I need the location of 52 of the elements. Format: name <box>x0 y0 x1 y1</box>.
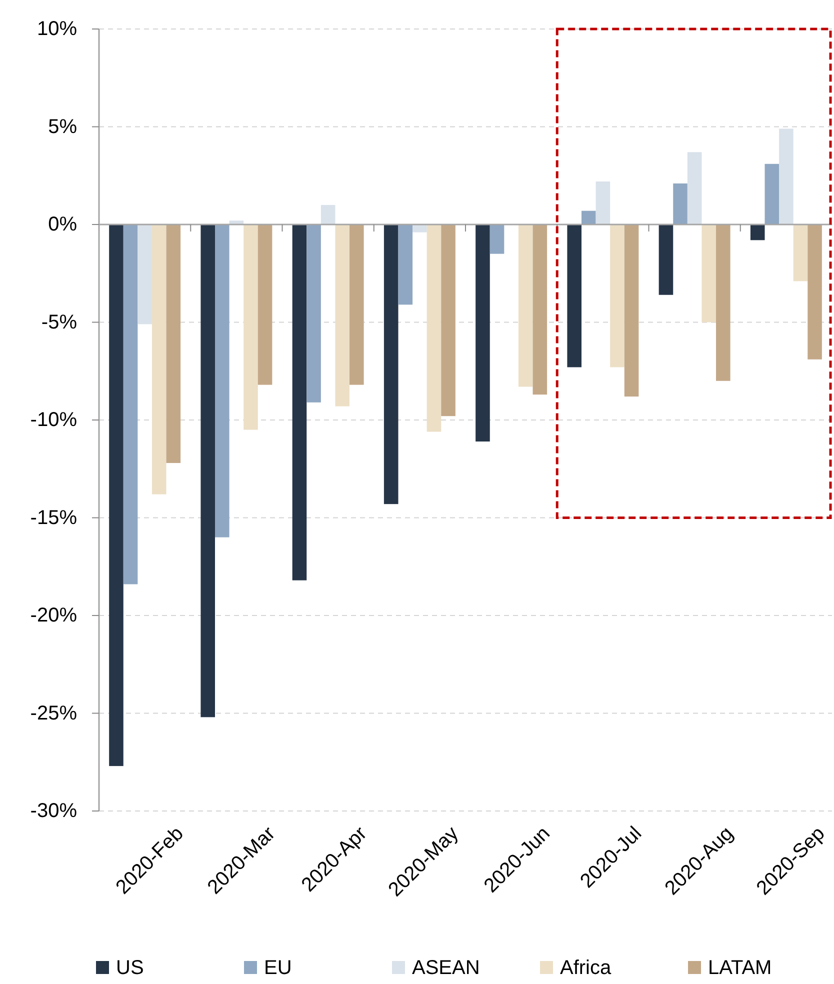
bar <box>398 224 413 305</box>
bar <box>687 152 702 224</box>
legend-label: US <box>116 957 144 979</box>
legend-label: EU <box>264 957 292 979</box>
bar <box>350 224 364 385</box>
bar <box>610 224 624 368</box>
bar <box>123 224 138 584</box>
bar <box>596 181 610 224</box>
legend-label: Africa <box>560 957 612 979</box>
y-tick-label: -15% <box>30 506 78 529</box>
bar <box>518 224 533 387</box>
bar <box>335 224 350 406</box>
bar <box>532 224 548 395</box>
y-tick-label: -10% <box>30 409 78 431</box>
bar <box>109 224 124 766</box>
bar <box>200 224 215 718</box>
bar <box>320 204 336 224</box>
bar <box>138 224 152 324</box>
bar <box>673 183 688 224</box>
y-tick-label: -25% <box>30 702 78 724</box>
bar <box>258 224 272 385</box>
bar <box>716 224 730 381</box>
y-tick-label: 0% <box>48 214 78 236</box>
bar <box>490 224 504 254</box>
bar <box>441 224 456 416</box>
bar <box>764 164 780 224</box>
bar <box>244 224 258 430</box>
bar <box>412 224 427 232</box>
bar <box>384 224 398 504</box>
bar <box>581 210 596 224</box>
bar <box>624 224 639 397</box>
bar <box>166 224 181 464</box>
bar <box>750 224 765 240</box>
bar <box>808 224 822 360</box>
bar <box>793 224 808 282</box>
bar <box>779 128 794 224</box>
bar <box>292 224 307 580</box>
legend-label: ASEAN <box>412 957 480 979</box>
y-tick-label: -30% <box>30 800 78 822</box>
bar <box>306 224 321 402</box>
bar <box>426 224 442 432</box>
bar <box>658 224 674 295</box>
bar <box>702 224 716 322</box>
y-tick-label: -5% <box>41 311 78 334</box>
y-tick-label: 5% <box>48 116 78 138</box>
legend-label: LATAM <box>708 957 772 979</box>
y-tick-label: 10% <box>36 18 78 40</box>
bar <box>476 224 490 442</box>
y-tick-label: -20% <box>30 604 78 626</box>
bar <box>214 224 230 538</box>
bar <box>152 224 166 494</box>
bar <box>567 224 582 368</box>
